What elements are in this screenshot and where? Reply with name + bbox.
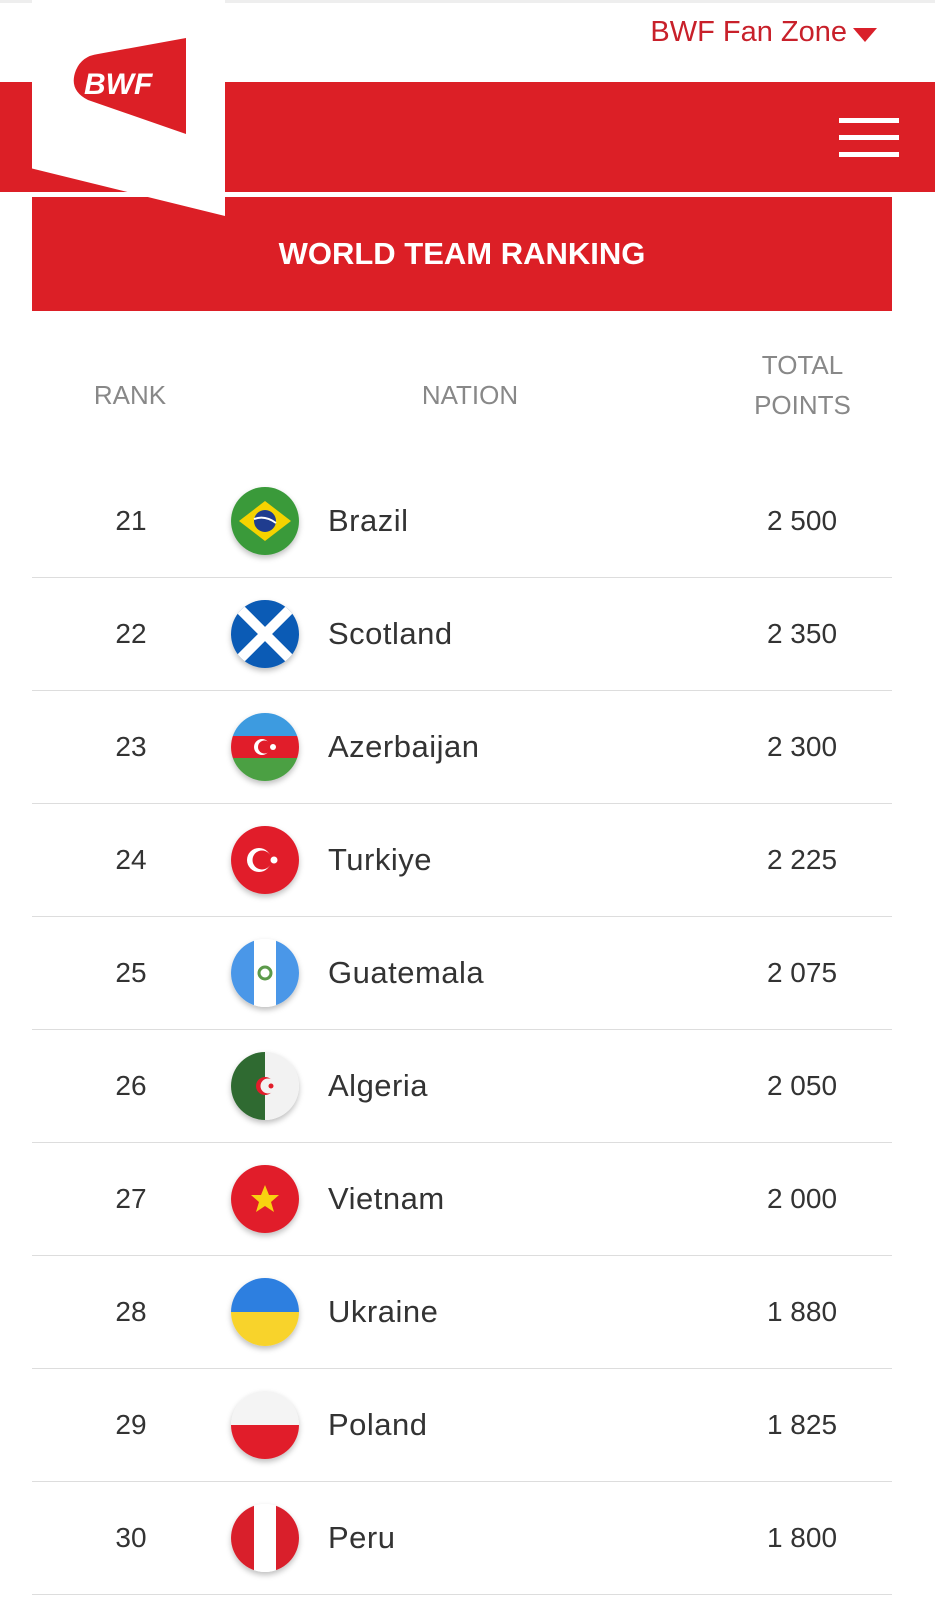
- azerbaijan-flag-icon: [231, 713, 299, 781]
- page-title: WORLD TEAM RANKING: [32, 197, 892, 311]
- points-cell: 2 000: [766, 1183, 838, 1214]
- table-row[interactable]: 24 Turkiye 2 225: [32, 804, 892, 917]
- rank-cell: 23: [115, 731, 147, 762]
- brazil-flag-icon: [231, 487, 299, 555]
- rank-cell: 24: [115, 844, 147, 875]
- nation-name[interactable]: Turkiye: [328, 842, 432, 877]
- algeria-flag-icon: [231, 1052, 299, 1120]
- hamburger-menu-icon[interactable]: [839, 118, 899, 158]
- rank-cell: 21: [115, 505, 147, 536]
- table-row[interactable]: 25 Guatemala 2 075: [32, 917, 892, 1030]
- vietnam-flag-icon: [231, 1165, 299, 1233]
- guatemala-flag-icon: [231, 939, 299, 1007]
- table-row[interactable]: 27 Vietnam 2 000: [32, 1143, 892, 1256]
- points-cell: 2 300: [766, 731, 838, 762]
- poland-flag-icon: [231, 1391, 299, 1459]
- rank-cell: 26: [115, 1070, 147, 1101]
- svg-text:BWF: BWF: [84, 68, 153, 101]
- points-cell: 1 880: [766, 1296, 838, 1327]
- nation-name[interactable]: Azerbaijan: [328, 729, 480, 764]
- peru-flag-icon: [231, 1504, 299, 1572]
- nation-name[interactable]: Brazil: [328, 503, 409, 538]
- table-row[interactable]: 29 Poland 1 825: [32, 1369, 892, 1482]
- table-row[interactable]: 22 Scotland 2 350: [32, 578, 892, 691]
- nation-name[interactable]: Scotland: [328, 616, 453, 651]
- rank-cell: 22: [115, 618, 147, 649]
- points-header-line1: TOTAL: [761, 350, 844, 380]
- points-cell: 1 825: [766, 1409, 838, 1440]
- points-cell: 1 800: [766, 1522, 838, 1553]
- points-cell: 2 050: [766, 1070, 838, 1101]
- top-border: [0, 0, 935, 3]
- column-header-rank: RANK: [93, 380, 167, 410]
- points-header-line2: POINTS: [754, 390, 851, 420]
- nation-name[interactable]: Ukraine: [328, 1294, 439, 1329]
- points-cell: 2 225: [766, 844, 838, 875]
- bwf-logo-icon: BWF: [73, 38, 186, 134]
- table-row[interactable]: 30 Peru 1 800: [32, 1482, 892, 1595]
- caret-down-icon[interactable]: [853, 28, 877, 42]
- ukraine-flag-icon: [231, 1278, 299, 1346]
- table-row[interactable]: 28 Ukraine 1 880: [32, 1256, 892, 1369]
- fan-zone-link[interactable]: BWF Fan Zone: [650, 16, 847, 48]
- turkiye-flag-icon: [231, 826, 299, 894]
- nation-name[interactable]: Peru: [328, 1520, 396, 1555]
- points-cell: 2 350: [766, 618, 838, 649]
- table-row[interactable]: 23 Azerbaijan 2 300: [32, 691, 892, 804]
- column-header-nation: NATION: [421, 380, 519, 410]
- scotland-flag-icon: [231, 600, 299, 668]
- nation-name[interactable]: Vietnam: [328, 1181, 445, 1216]
- rank-cell: 25: [115, 957, 147, 988]
- column-header-points: TOTAL POINTS: [730, 345, 875, 425]
- table-row[interactable]: 26 Algeria 2 050: [32, 1030, 892, 1143]
- rank-cell: 30: [115, 1522, 147, 1553]
- rank-cell: 29: [115, 1409, 147, 1440]
- rank-cell: 28: [115, 1296, 147, 1327]
- points-cell: 2 500: [766, 505, 838, 536]
- nation-name[interactable]: Algeria: [328, 1068, 428, 1103]
- table-row[interactable]: 21 Brazil 2 500: [32, 465, 892, 578]
- rank-cell: 27: [115, 1183, 147, 1214]
- nation-name[interactable]: Guatemala: [328, 955, 485, 990]
- nation-name[interactable]: Poland: [328, 1407, 428, 1442]
- points-cell: 2 075: [766, 957, 838, 988]
